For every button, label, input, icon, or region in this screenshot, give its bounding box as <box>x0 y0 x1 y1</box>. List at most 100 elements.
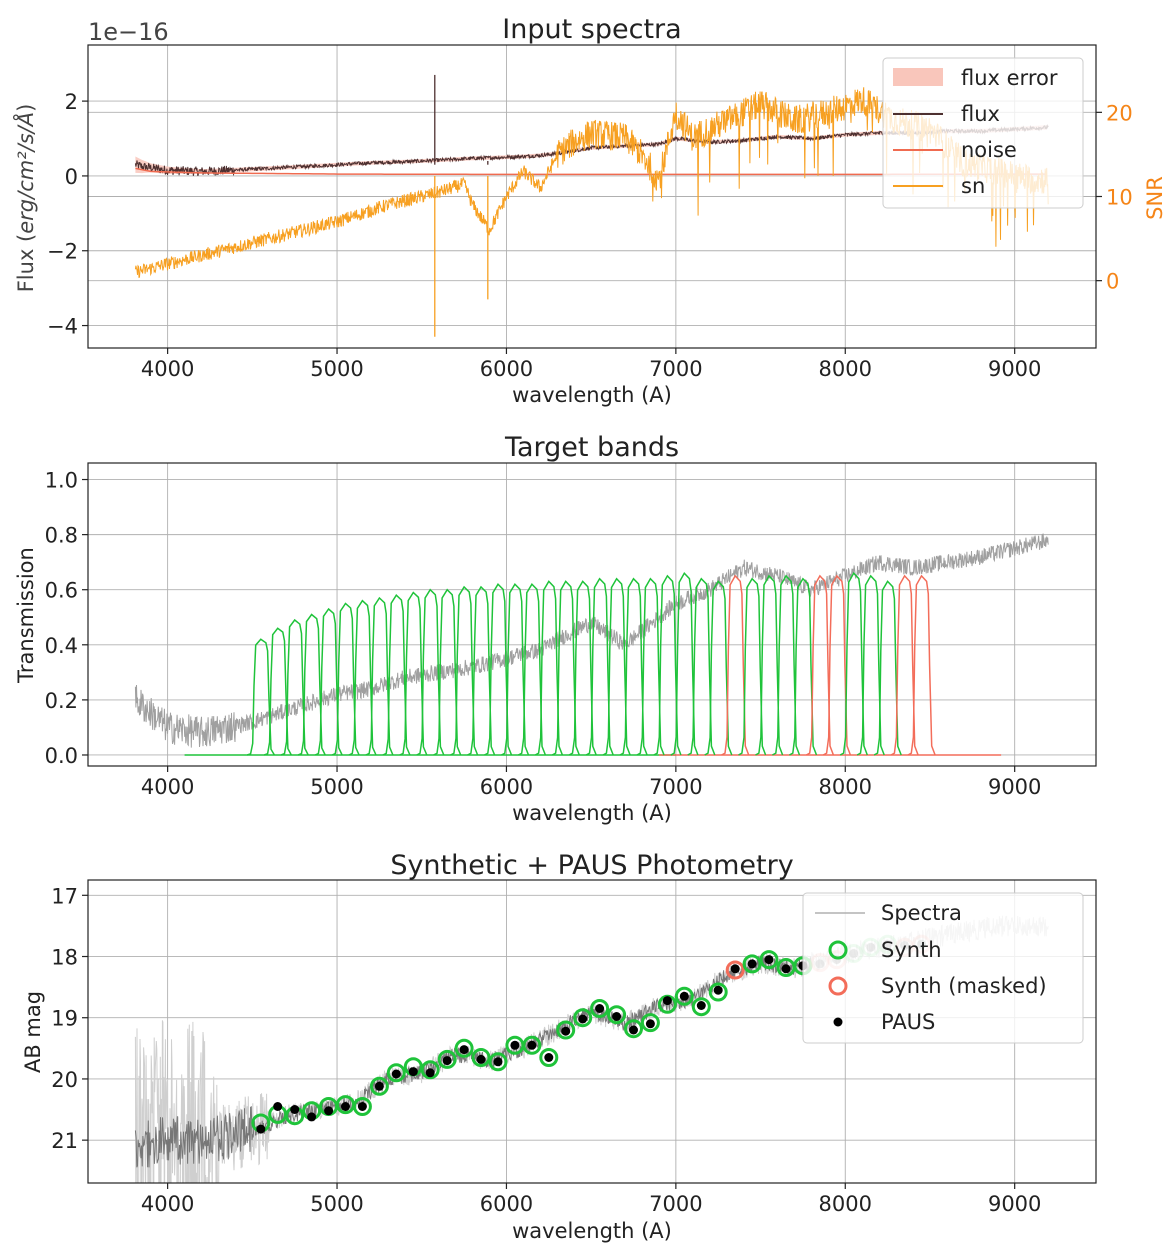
tick-label-x: 7000 <box>649 1192 702 1216</box>
synth-point <box>573 1008 593 1028</box>
legend-label-noise: noise <box>961 138 1017 162</box>
tick-label-y: 20 <box>51 1068 78 1092</box>
tick-label-x: 5000 <box>310 775 363 799</box>
tick-label-x: 5000 <box>310 357 363 381</box>
tick-label-x: 4000 <box>141 357 194 381</box>
panel-target-bands: 4000 5000 6000 7000 8000 9000 0.0 0.2 0.4 0.6 0.8 1… <box>14 432 1097 825</box>
synth-point <box>420 1060 440 1080</box>
synth-point <box>640 1013 660 1033</box>
legend-input: flux error flux noise sn <box>882 57 1084 209</box>
tick-label-y: 2 <box>65 90 78 114</box>
paus-point <box>425 1068 435 1078</box>
tick-label-y: 18 <box>51 946 78 970</box>
tick-label-y: 0 <box>65 165 78 189</box>
synth-masked-point <box>725 960 745 980</box>
legend-marker-synth-masked <box>828 976 848 996</box>
tick-label-y: −2 <box>47 240 78 264</box>
paus-point <box>645 1019 655 1029</box>
synth-point <box>590 999 610 1018</box>
legend-label-spectra: Spectra <box>881 901 962 925</box>
synth-point <box>471 1048 491 1067</box>
y2label-snr: SNR <box>1143 176 1167 220</box>
ylabel-input-prefix: Flux ( <box>14 234 38 293</box>
paus-point <box>713 985 723 995</box>
paus-point <box>391 1069 401 1079</box>
tick-label-y: 0.6 <box>45 579 78 603</box>
synth-point <box>352 1097 372 1116</box>
panel-photometry: 4000 5000 6000 7000 8000 9000 17 18 19 20 21 Synth… <box>21 850 1097 1243</box>
paus-point <box>476 1054 486 1064</box>
paus-point <box>324 1106 334 1116</box>
synth-point <box>708 982 728 1002</box>
paus-point <box>273 1102 283 1111</box>
paus-point <box>612 1012 622 1021</box>
tick-label-y2: 0 <box>1106 270 1119 294</box>
paus-point <box>408 1067 418 1077</box>
axes-frame-photometry <box>87 879 1097 1184</box>
ylabel-input: Flux (erg/cm²/s/Å) <box>12 104 38 293</box>
tick-label-x: 8000 <box>819 775 872 799</box>
tick-label-x: 8000 <box>819 357 872 381</box>
tick-label-x: 9000 <box>988 775 1041 799</box>
paus-point <box>374 1081 384 1091</box>
synth-point <box>437 1049 457 1069</box>
synth-point <box>369 1076 389 1096</box>
legend-swatch-flux-error <box>893 68 943 86</box>
paus-point <box>561 1026 571 1036</box>
tick-label-y: 0.0 <box>45 744 78 768</box>
title-photometry: Synthetic + PAUS Photometry <box>390 850 793 881</box>
ylabel-bands: Transmission <box>14 547 38 684</box>
paus-point <box>357 1102 367 1111</box>
legend-photometry: Spectra Synth Synth (masked) PAUS <box>802 892 1084 1044</box>
paus-point <box>341 1102 350 1111</box>
legend-label-paus: PAUS <box>881 1010 935 1034</box>
paus-point <box>764 955 774 965</box>
paus-point <box>459 1045 469 1055</box>
tick-label-y2: 10 <box>1106 186 1133 210</box>
tick-label-x: 7000 <box>649 357 702 381</box>
synth-point <box>691 997 711 1017</box>
tick-label-y: 0.2 <box>45 689 78 713</box>
tick-label-x: 7000 <box>649 775 702 799</box>
tick-label-y: 0.4 <box>45 634 78 658</box>
xlabel-photometry: wavelength (A) <box>512 1219 672 1243</box>
synth-point <box>488 1052 508 1072</box>
y-offset-text: 1e−16 <box>88 18 169 46</box>
synth-point <box>759 950 779 970</box>
tick-label-y: −4 <box>47 315 78 339</box>
tick-label-y: 19 <box>51 1007 78 1031</box>
paus-point <box>679 991 689 1001</box>
legend-label-synth-masked: Synth (masked) <box>881 974 1047 998</box>
tick-label-x: 5000 <box>310 1192 363 1216</box>
paus-point <box>730 964 740 974</box>
axes-frame-bands <box>87 462 1097 767</box>
tick-label-x: 9000 <box>988 1192 1041 1216</box>
synth-point <box>624 1019 643 1039</box>
paus-point <box>662 996 672 1006</box>
tick-label-x: 6000 <box>480 775 533 799</box>
tick-label-x: 9000 <box>988 357 1041 381</box>
synth-point <box>386 1063 406 1083</box>
ylabel-input-unit: erg/cm²/s/Å <box>12 112 38 234</box>
tick-label-x: 6000 <box>480 357 533 381</box>
paus-point <box>781 964 791 974</box>
title-target-bands: Target bands <box>504 432 679 463</box>
tick-label-y: 0.8 <box>45 524 78 548</box>
paus-point <box>510 1040 520 1050</box>
paus-point <box>442 1056 452 1066</box>
paus-point <box>629 1025 638 1035</box>
ylabel-photometry: AB mag <box>21 991 45 1073</box>
paus-point <box>696 1001 706 1010</box>
synth-point <box>607 1005 627 1025</box>
paus-point <box>307 1112 317 1122</box>
synth-point <box>674 986 694 1006</box>
paus-point <box>256 1124 266 1134</box>
paus-point <box>578 1014 588 1024</box>
synth-point <box>522 1035 542 1055</box>
paus-point <box>527 1040 537 1050</box>
synth-point <box>454 1038 474 1058</box>
paus-point <box>595 1004 605 1013</box>
legend-marker-synth <box>828 940 848 960</box>
ylabel-input-suffix: ) <box>14 104 38 112</box>
